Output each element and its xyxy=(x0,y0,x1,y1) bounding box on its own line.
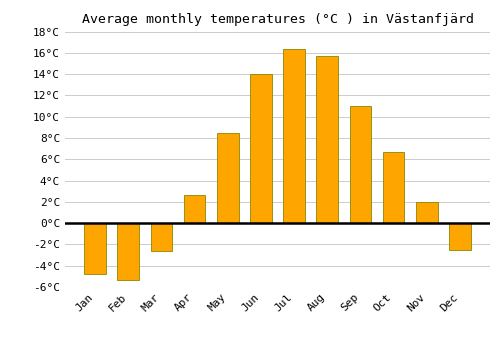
Bar xyxy=(118,223,139,280)
Bar xyxy=(416,202,438,223)
Title: Average monthly temperatures (°C ) in Västanfjärd: Average monthly temperatures (°C ) in Vä… xyxy=(82,13,473,26)
Bar xyxy=(84,223,106,274)
Bar xyxy=(383,152,404,223)
Bar xyxy=(250,74,272,223)
Bar xyxy=(184,195,206,223)
Bar xyxy=(284,49,305,223)
Bar xyxy=(217,133,238,223)
Bar xyxy=(150,223,172,251)
Bar xyxy=(316,56,338,223)
Bar xyxy=(449,223,470,250)
Bar xyxy=(350,106,371,223)
